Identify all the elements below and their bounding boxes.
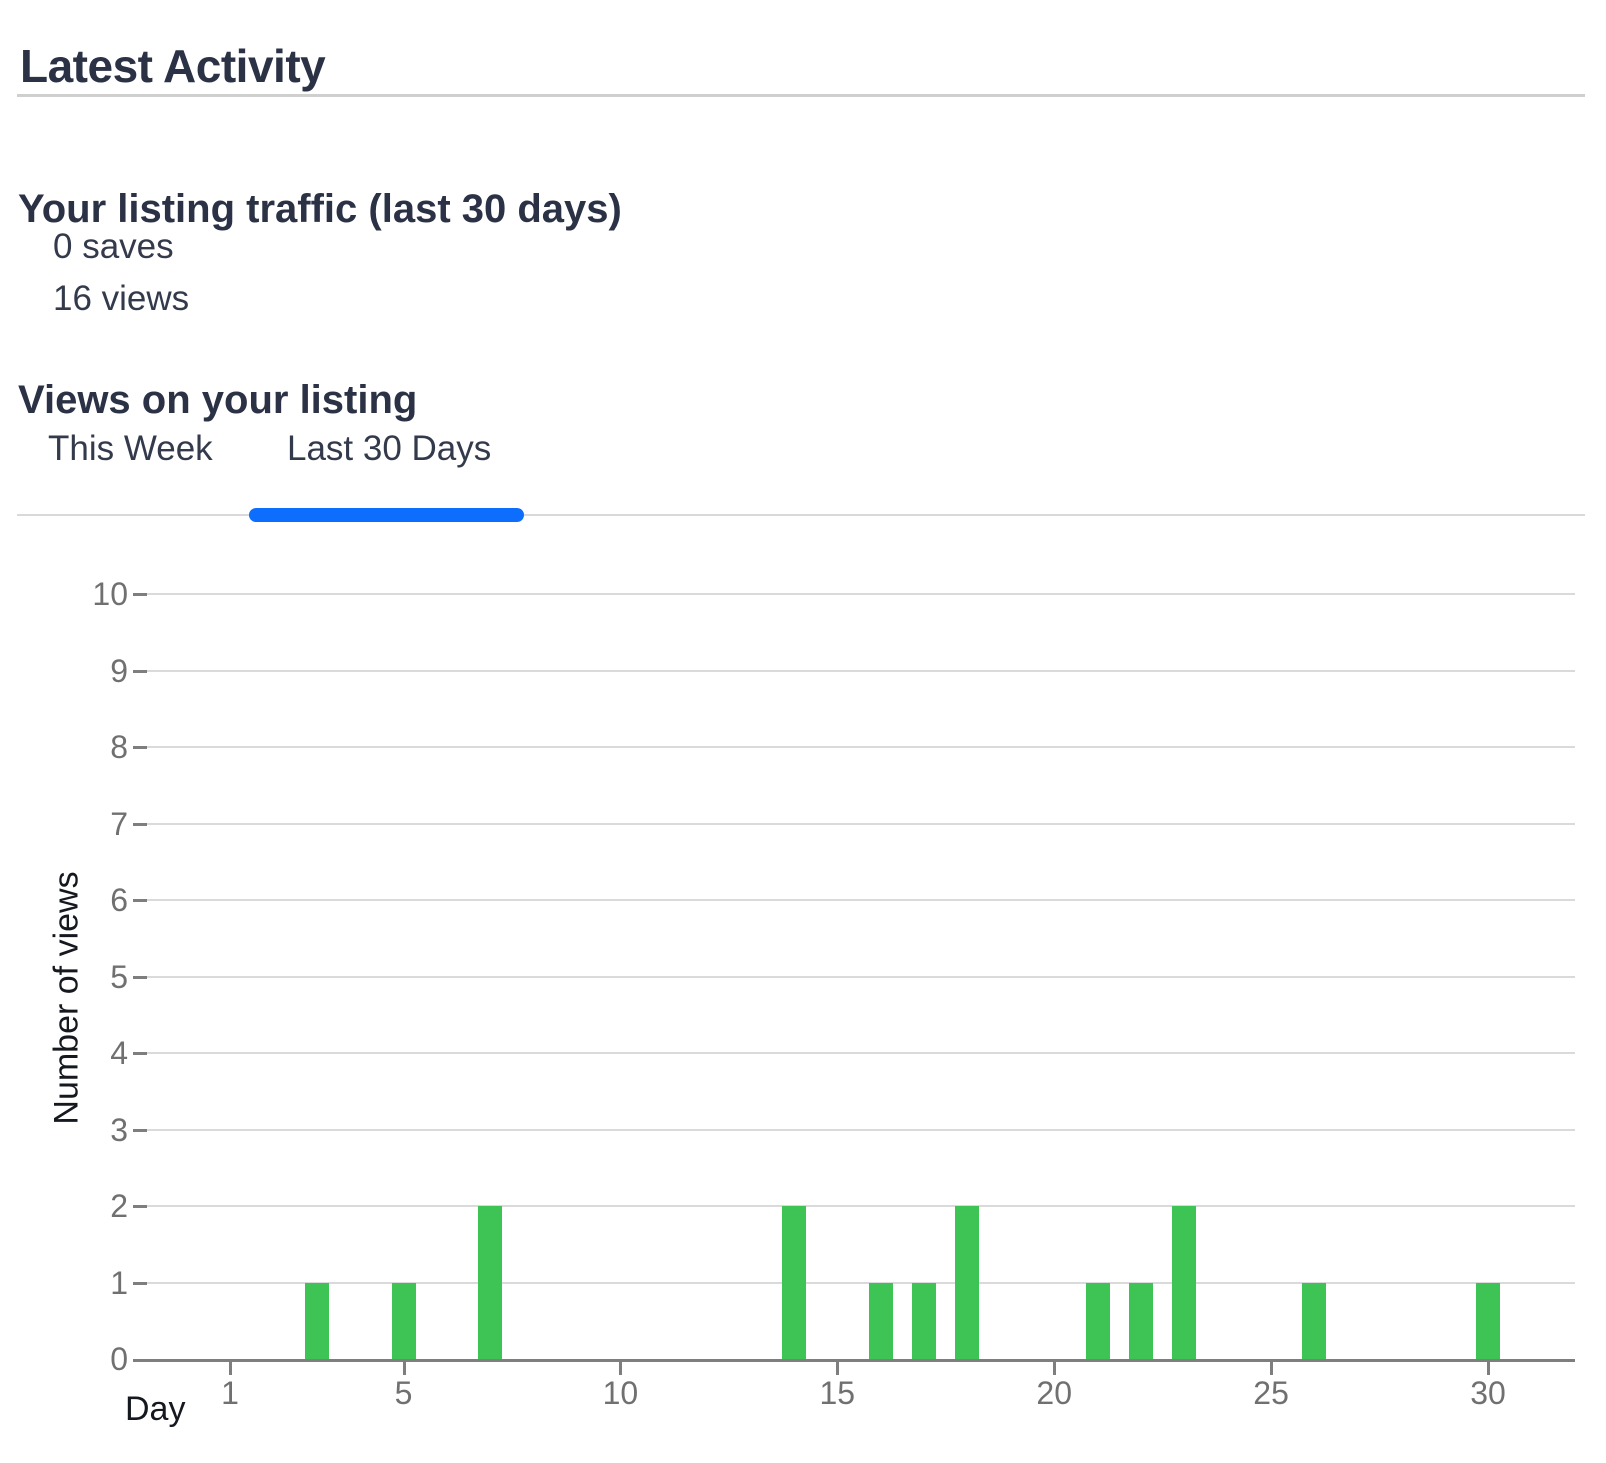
gridline-y-10	[147, 593, 1575, 595]
gridline-y-2	[147, 1205, 1575, 1207]
listing-traffic-heading: Your listing traffic (last 30 days)	[18, 187, 622, 232]
x-tick-label-1: 1	[221, 1375, 239, 1411]
x-tick-label-30: 30	[1470, 1375, 1506, 1411]
bar-day-26	[1302, 1282, 1326, 1359]
y-tick-5	[133, 975, 147, 979]
y-tick-label-6: 6	[110, 882, 128, 918]
title-divider	[17, 94, 1585, 97]
y-tick-label-1: 1	[110, 1264, 128, 1301]
y-tick-label-10: 10	[92, 576, 128, 612]
tabs-divider	[17, 514, 1585, 516]
bar-day-21	[1086, 1282, 1110, 1359]
y-tick-3	[133, 1128, 147, 1132]
x-tick-label-25: 25	[1253, 1375, 1289, 1411]
gridline-y-5	[147, 975, 1575, 978]
y-tick-8	[133, 746, 147, 749]
y-tick-label-4: 4	[110, 1035, 128, 1071]
y-tick-2	[133, 1205, 147, 1208]
y-tick-label-8: 8	[110, 729, 128, 765]
x-tick-20	[1053, 1362, 1057, 1375]
tab-this-week[interactable]: This Week	[48, 429, 213, 468]
x-tick-10	[619, 1362, 623, 1375]
gridline-y-7	[147, 822, 1575, 825]
y-tick-4	[133, 1052, 147, 1055]
bar-day-5	[392, 1282, 416, 1359]
gridline-y-1	[147, 1281, 1575, 1284]
x-tick-25	[1270, 1362, 1274, 1375]
y-tick-9	[133, 669, 147, 673]
gridline-y-8	[147, 746, 1575, 748]
y-tick-label-0: 0	[110, 1341, 128, 1377]
bar-day-3	[305, 1282, 329, 1359]
bar-day-30	[1476, 1282, 1500, 1359]
bar-day-16	[869, 1282, 893, 1359]
bar-day-17	[912, 1282, 936, 1359]
y-tick-1	[133, 1281, 147, 1285]
y-tick-7	[133, 822, 147, 826]
y-tick-label-3: 3	[110, 1111, 128, 1148]
bar-day-14	[782, 1206, 806, 1359]
bar-day-22	[1129, 1282, 1153, 1359]
x-tick-30	[1486, 1362, 1490, 1375]
y-tick-label-5: 5	[110, 958, 128, 995]
x-tick-label-10: 10	[602, 1375, 639, 1411]
x-axis-line	[133, 1359, 1575, 1362]
saves-count: 0 saves	[53, 227, 174, 266]
x-tick-label-15: 15	[819, 1375, 856, 1411]
y-tick-6	[133, 899, 147, 902]
gridline-y-4	[147, 1052, 1575, 1054]
views-chart: 0 1 2 3 4 5 6 7 8 9 10 1 5 10 15 20 25 30 Number of views D…	[0, 515, 1606, 1463]
y-tick-label-2: 2	[110, 1188, 128, 1224]
tab-last-30-days[interactable]: Last 30 Days	[287, 429, 492, 468]
x-axis-title: Day	[125, 1390, 186, 1428]
bar-day-7	[478, 1206, 502, 1359]
views-on-listing-heading: Views on your listing	[18, 378, 418, 423]
bar-day-23	[1172, 1206, 1196, 1359]
gridline-y-9	[147, 669, 1575, 672]
active-tab-indicator	[249, 508, 524, 522]
bar-day-18	[955, 1206, 979, 1359]
x-tick-label-20: 20	[1036, 1375, 1072, 1411]
x-tick-15	[836, 1362, 840, 1375]
gridline-y-6	[147, 899, 1575, 901]
y-tick-10	[133, 593, 147, 596]
y-axis-title: Number of views	[47, 871, 86, 1125]
y-tick-label-9: 9	[110, 652, 128, 689]
y-tick-label-7: 7	[110, 805, 128, 842]
x-tick-5	[402, 1362, 406, 1375]
x-tick-label-5: 5	[394, 1375, 413, 1411]
x-tick-1	[229, 1362, 232, 1375]
views-count: 16 views	[53, 279, 190, 318]
page-title: Latest Activity	[20, 39, 326, 92]
gridline-y-3	[147, 1128, 1575, 1131]
